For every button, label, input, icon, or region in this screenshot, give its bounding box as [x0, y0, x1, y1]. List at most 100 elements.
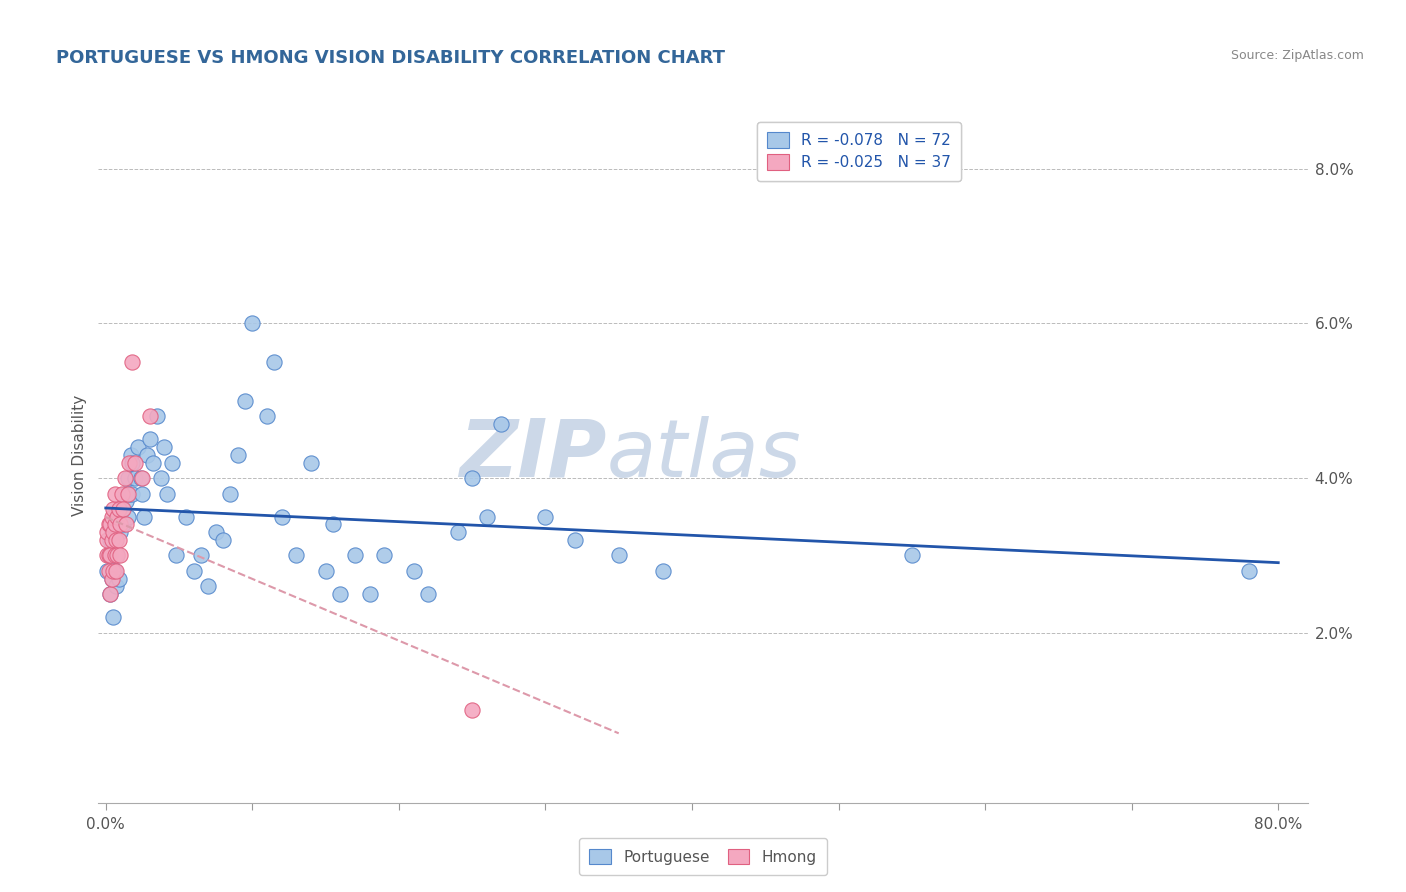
- Point: [108, 572, 131, 586]
- Point: [315, 564, 337, 578]
- Point: [329, 587, 352, 601]
- Point: [98, 549, 121, 563]
- Point: [100, 533, 122, 547]
- Point: [121, 355, 143, 369]
- Point: [121, 486, 143, 500]
- Point: [475, 509, 498, 524]
- Point: [110, 525, 132, 540]
- Point: [115, 517, 138, 532]
- Point: [373, 549, 395, 563]
- Point: [212, 533, 235, 547]
- Point: [115, 494, 138, 508]
- Point: [101, 564, 124, 578]
- Point: [97, 549, 120, 563]
- Point: [901, 549, 924, 563]
- Point: [110, 549, 132, 563]
- Point: [100, 572, 122, 586]
- Point: [108, 533, 131, 547]
- Point: [402, 564, 425, 578]
- Point: [121, 456, 143, 470]
- Point: [98, 587, 121, 601]
- Point: [138, 433, 160, 447]
- Point: [118, 486, 141, 500]
- Point: [285, 549, 308, 563]
- Point: [100, 572, 122, 586]
- Point: [132, 509, 155, 524]
- Point: [111, 486, 134, 500]
- Point: [270, 509, 292, 524]
- Point: [111, 502, 134, 516]
- Point: [118, 456, 141, 470]
- Point: [156, 486, 179, 500]
- Point: [124, 456, 146, 470]
- Point: [197, 579, 219, 593]
- Point: [97, 549, 120, 563]
- Y-axis label: Vision Disability: Vision Disability: [72, 394, 87, 516]
- Point: [564, 533, 586, 547]
- Point: [129, 471, 152, 485]
- Point: [105, 564, 128, 578]
- Point: [103, 517, 125, 532]
- Point: [98, 533, 121, 547]
- Point: [101, 549, 124, 563]
- Point: [96, 564, 118, 578]
- Point: [110, 509, 132, 524]
- Point: [135, 448, 157, 462]
- Point: [110, 517, 132, 532]
- Point: [226, 448, 249, 462]
- Point: [534, 509, 557, 524]
- Point: [105, 579, 128, 593]
- Point: [112, 517, 135, 532]
- Text: PORTUGUESE VS HMONG VISION DISABILITY CORRELATION CHART: PORTUGUESE VS HMONG VISION DISABILITY CO…: [56, 49, 725, 67]
- Point: [124, 471, 146, 485]
- Point: [103, 486, 125, 500]
- Point: [461, 471, 484, 485]
- Point: [107, 549, 129, 563]
- Point: [165, 549, 187, 563]
- Point: [256, 409, 278, 424]
- Point: [160, 456, 183, 470]
- Point: [131, 486, 153, 500]
- Point: [101, 525, 124, 540]
- Point: [107, 517, 129, 532]
- Point: [101, 502, 124, 516]
- Point: [127, 440, 149, 454]
- Point: [183, 564, 205, 578]
- Point: [96, 525, 118, 540]
- Point: [233, 393, 256, 408]
- Point: [114, 486, 136, 500]
- Point: [146, 409, 169, 424]
- Point: [190, 549, 212, 563]
- Legend: Portuguese, Hmong: Portuguese, Hmong: [579, 838, 827, 875]
- Point: [117, 509, 139, 524]
- Point: [204, 525, 226, 540]
- Point: [107, 509, 129, 524]
- Point: [150, 471, 173, 485]
- Point: [108, 502, 131, 516]
- Point: [98, 517, 121, 532]
- Point: [103, 564, 125, 578]
- Point: [98, 587, 121, 601]
- Point: [101, 610, 124, 624]
- Point: [651, 564, 673, 578]
- Point: [299, 456, 322, 470]
- Point: [219, 486, 242, 500]
- Point: [153, 440, 176, 454]
- Point: [491, 417, 513, 431]
- Point: [97, 564, 120, 578]
- Point: [96, 549, 118, 563]
- Point: [176, 509, 198, 524]
- Point: [100, 525, 122, 540]
- Point: [103, 549, 125, 563]
- Point: [322, 517, 344, 532]
- Point: [120, 448, 142, 462]
- Point: [97, 517, 120, 532]
- Point: [142, 456, 165, 470]
- Legend: R = -0.078   N = 72, R = -0.025   N = 37: R = -0.078 N = 72, R = -0.025 N = 37: [756, 121, 962, 181]
- Point: [418, 587, 440, 601]
- Point: [107, 549, 129, 563]
- Point: [105, 533, 128, 547]
- Point: [446, 525, 468, 540]
- Point: [96, 533, 118, 547]
- Point: [1237, 564, 1260, 578]
